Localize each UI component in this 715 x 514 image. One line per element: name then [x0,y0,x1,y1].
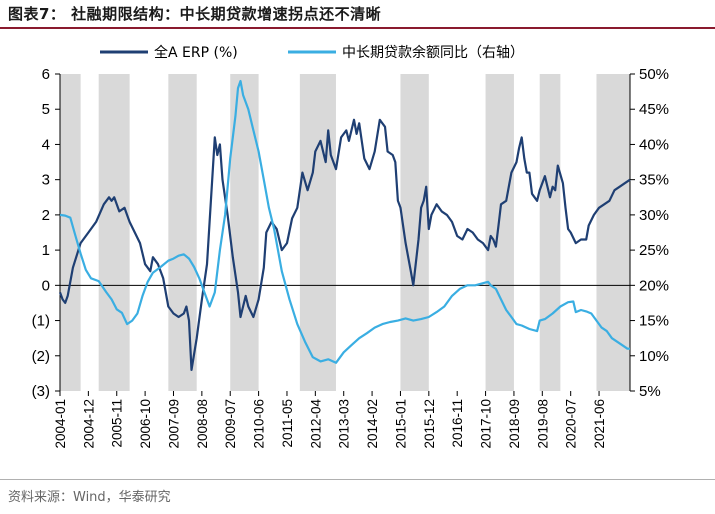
shaded-period [539,74,561,391]
x-tick-label: 2009-07 [223,399,238,449]
x-tick-label: 2014-02 [365,399,380,449]
left-tick-label: 5 [42,101,50,118]
dual-axis-line-chart: 6 5 4 3 2 1 0 (1) (2) (3) 50% 45% 40% 35% 30% 25% 20% 15%… [32,44,669,449]
x-tick-label: 2016-11 [450,399,465,448]
x-tick-label: 2008-08 [195,399,210,449]
right-tick-label: 45% [639,101,669,118]
right-tick-label: 10% [639,348,669,365]
left-tick-label: 0 [42,277,50,294]
legend-loan-label: 中长期贷款余额同比（右轴） [342,44,524,61]
x-tick-label: 2012-04 [308,399,323,449]
title-divider [0,27,715,29]
shaded-period [60,74,81,391]
x-tick-label: 2013-03 [337,399,352,449]
left-tick-label: (2) [32,348,50,365]
left-tick-label: 2 [42,207,50,224]
x-tick-label: 2017-10 [479,399,494,449]
figure-title: 图表7： 社融期限结构：中长期贷款增速拐点还不清晰 [8,5,382,23]
right-tick-label: 30% [639,207,669,224]
x-tick-label: 2020-07 [564,399,579,449]
shaded-period [596,74,630,391]
right-tick-label: 35% [639,172,669,189]
x-tick-label: 2006-10 [138,399,153,449]
x-tick-label: 2010-06 [252,399,267,449]
right-tick-label: 25% [639,242,669,259]
left-tick-label: (1) [32,313,50,330]
x-tick-label: 2018-09 [507,399,522,449]
source-divider [0,479,715,480]
right-tick-label: 5% [639,383,661,400]
series-line-loan-growth [59,79,630,364]
chart-series [58,79,631,371]
x-tick-label: 2004-01 [53,399,68,449]
shaded-period [98,74,130,391]
x-tick-label: 2021-06 [592,399,607,449]
shaded-period [168,74,197,391]
x-tick-label: 2015-12 [422,399,437,449]
right-tick-label: 20% [639,277,669,294]
left-tick-label: 3 [42,172,50,189]
x-tick-label: 2019-08 [535,399,550,449]
left-tick-label: 1 [42,242,50,259]
chart-axes: 6 5 4 3 2 1 0 (1) (2) (3) 50% 45% 40% 35% 30% 25% 20% 15%… [32,66,669,449]
source-note: 资料来源：Wind，华泰研究 [8,490,171,505]
x-tick-label: 2011-05 [280,399,295,448]
left-tick-label: (3) [32,383,50,400]
shaded-period [299,74,336,391]
right-tick-label: 40% [639,136,669,153]
series-line-erp [58,118,631,371]
shaded-period [485,74,514,391]
shaded-periods [60,74,630,391]
right-tick-label: 50% [639,66,669,83]
x-tick-label: 2007-09 [166,399,181,449]
right-tick-label: 15% [639,313,669,330]
shaded-period [400,74,429,391]
left-tick-label: 6 [42,66,50,83]
legend-erp-label: 全A ERP (%) [154,44,238,61]
x-tick-label: 2015-01 [393,399,408,449]
chart-legend: 全A ERP (%) 中长期贷款余额同比（右轴） [100,44,524,61]
x-tick-label: 2005-11 [110,399,125,448]
x-tick-label: 2004-12 [81,399,96,449]
left-tick-label: 4 [42,136,50,153]
